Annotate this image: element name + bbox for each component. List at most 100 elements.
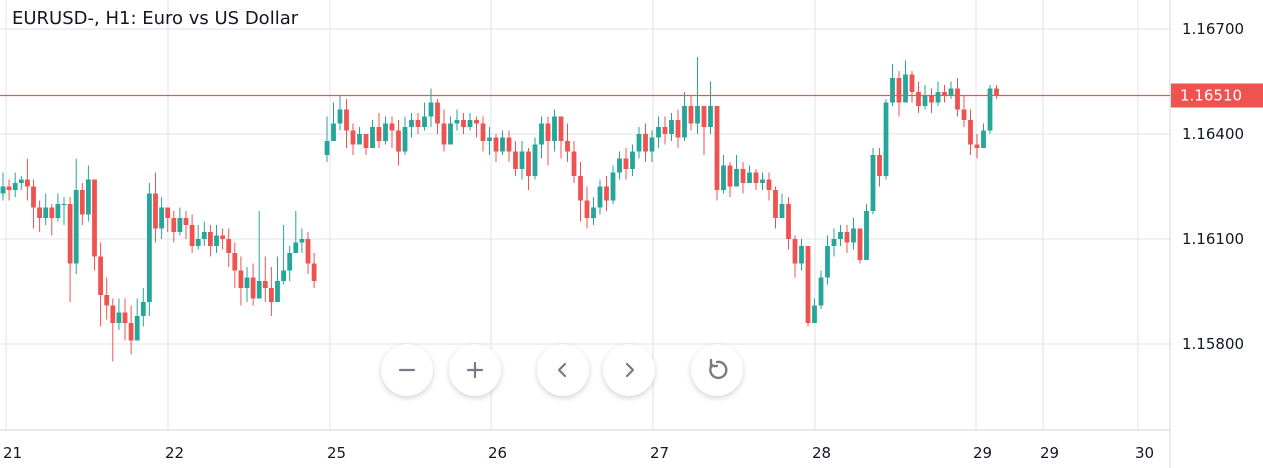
candle-body xyxy=(140,302,146,316)
candle-body xyxy=(994,88,999,96)
candle-body xyxy=(31,186,36,208)
candle-body xyxy=(67,204,73,264)
candle-body xyxy=(104,295,110,306)
candle-body xyxy=(974,144,980,148)
candle-body xyxy=(256,281,262,299)
candle-body xyxy=(981,130,986,148)
candle-body xyxy=(147,193,152,302)
candle-body xyxy=(799,246,804,264)
candle-body xyxy=(43,207,49,218)
candle-body xyxy=(636,134,642,152)
candle-body xyxy=(734,169,739,187)
candle-body xyxy=(370,127,375,148)
y-tick-label: 1.16100 xyxy=(1182,230,1244,248)
candle-body xyxy=(506,137,512,152)
candle-body xyxy=(825,246,830,278)
candle-body xyxy=(532,144,538,176)
chevron-right-icon xyxy=(625,362,635,378)
candle-body xyxy=(0,186,6,194)
candle-body xyxy=(422,116,427,127)
candle-body xyxy=(831,239,837,246)
candle-body xyxy=(134,316,140,341)
candle-body xyxy=(299,239,305,243)
candle-body xyxy=(552,116,557,141)
candle-body xyxy=(870,155,876,211)
candle-body xyxy=(201,232,207,239)
candle-body xyxy=(649,137,655,152)
candle-body xyxy=(805,246,811,323)
candle-body xyxy=(357,134,362,145)
zoom-out-button[interactable] xyxy=(381,344,433,396)
candle-body xyxy=(293,242,299,253)
x-tick-label: 27 xyxy=(650,444,669,462)
candle-body xyxy=(350,130,356,145)
candle-body xyxy=(688,106,694,124)
candle-body xyxy=(571,151,577,176)
candle-body xyxy=(864,211,869,260)
reset-chart-button[interactable] xyxy=(691,344,743,396)
candle-body xyxy=(623,158,629,169)
y-tick-label: 1.16400 xyxy=(1182,125,1244,143)
candle-body xyxy=(337,109,343,124)
candle-body xyxy=(753,172,759,183)
candle-body xyxy=(376,127,382,141)
candle-body xyxy=(208,232,213,246)
candle-body xyxy=(183,218,189,225)
candle-body xyxy=(487,137,492,141)
candle-body xyxy=(262,281,268,288)
candle-body xyxy=(584,200,590,218)
candle-body xyxy=(220,235,225,239)
candle-body xyxy=(454,120,460,124)
candle-body xyxy=(818,277,824,306)
candle-body xyxy=(857,228,863,260)
chart-navigation-bar xyxy=(381,344,745,396)
x-tick-label: 28 xyxy=(812,444,831,462)
candle-body xyxy=(305,239,311,264)
current-price-label-bg xyxy=(1171,83,1263,108)
candle-body xyxy=(363,134,369,148)
candle-body xyxy=(269,288,274,302)
candle-body xyxy=(695,106,700,124)
candle-body xyxy=(73,190,79,264)
candle-body xyxy=(604,186,609,201)
minus-icon xyxy=(398,368,416,372)
candle-body xyxy=(415,120,421,127)
candle-body xyxy=(773,190,778,218)
candle-body xyxy=(643,134,648,152)
scroll-right-button[interactable] xyxy=(603,344,655,396)
candle-body xyxy=(786,204,791,239)
candle-body xyxy=(122,312,128,323)
candle-body xyxy=(461,120,466,127)
candle-body xyxy=(116,312,122,323)
candle-body xyxy=(708,106,713,127)
candle-body xyxy=(428,102,434,117)
x-tick-label: 30 xyxy=(1135,444,1154,462)
candle-body xyxy=(630,151,635,169)
scroll-left-button[interactable] xyxy=(537,344,589,396)
candle-body xyxy=(6,186,12,190)
candle-body xyxy=(435,102,440,124)
zoom-in-button[interactable] xyxy=(449,344,501,396)
candle-body xyxy=(153,193,158,229)
candle-body xyxy=(760,179,765,183)
x-tick-label: 25 xyxy=(327,444,346,462)
candle-body xyxy=(591,207,596,218)
candle-body xyxy=(250,277,256,299)
candle-body xyxy=(92,179,97,257)
current-price-label: 1.16510 xyxy=(1180,87,1242,105)
candle-body xyxy=(441,123,447,145)
candle-body xyxy=(929,95,934,103)
candle-body xyxy=(701,106,707,127)
candle-body xyxy=(942,92,947,96)
candle-body xyxy=(675,120,681,138)
candle-body xyxy=(474,120,479,124)
candle-body xyxy=(448,123,453,145)
candle-body xyxy=(877,155,882,176)
candle-body xyxy=(545,123,551,141)
candle-body xyxy=(55,204,61,218)
candle-body xyxy=(402,127,408,152)
candle-body xyxy=(838,232,843,239)
candle-body xyxy=(396,130,401,152)
